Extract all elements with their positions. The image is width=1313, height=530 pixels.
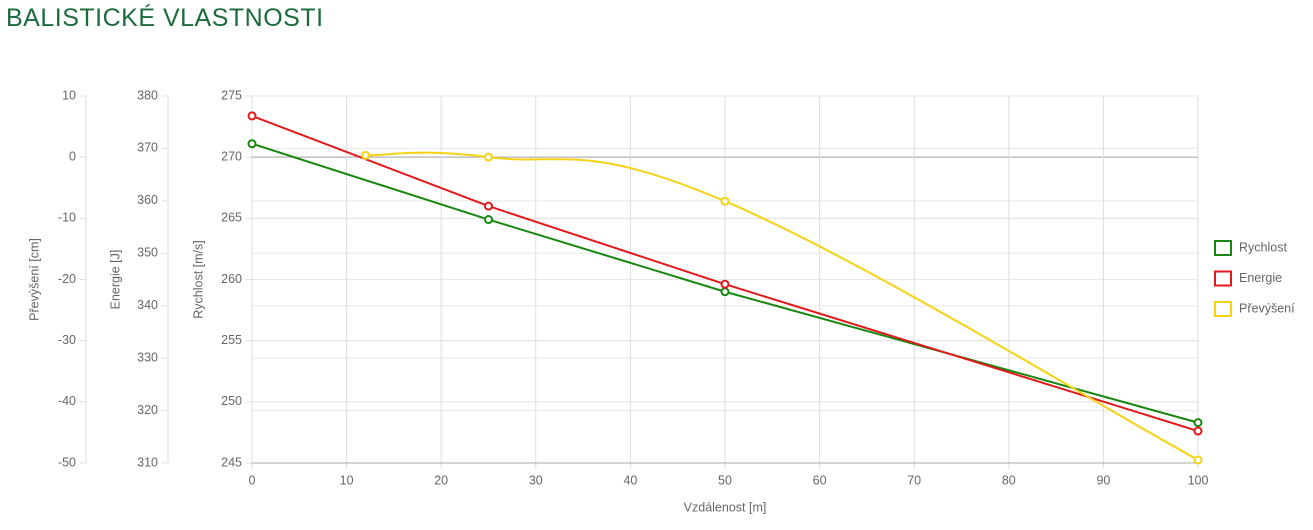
y-tick-label: 250	[221, 394, 242, 408]
x-tick-label: 10	[340, 473, 354, 487]
y-tick-label: 245	[221, 455, 242, 469]
data-point	[484, 152, 493, 162]
x-tick-label: 50	[718, 473, 732, 487]
series-line	[251, 114, 1199, 432]
y-tick-label: 360	[137, 193, 158, 207]
x-tick-label: 70	[907, 473, 921, 487]
legend-swatch	[1214, 301, 1232, 317]
data-point	[1193, 455, 1203, 465]
data-point	[1193, 418, 1203, 428]
data-point	[247, 139, 257, 149]
y-tick-label: 265	[221, 211, 242, 225]
y-tick-label: 10	[62, 88, 76, 102]
data-point	[484, 201, 493, 211]
legend-label: Převýšení	[1239, 301, 1295, 315]
data-point	[247, 111, 257, 121]
x-tick-label: 0	[249, 473, 256, 487]
series-line	[365, 151, 1199, 461]
y-tick-label: -30	[58, 333, 76, 347]
data-point	[720, 287, 730, 297]
data-point	[484, 215, 493, 225]
x-tick-label: 100	[1188, 473, 1209, 487]
y-tick-label: 330	[137, 350, 158, 364]
y-tick-label: -50	[58, 455, 76, 469]
x-tick-label: 60	[813, 473, 827, 487]
y-tick-label: 275	[221, 88, 242, 102]
y-tick-label: 0	[69, 149, 76, 163]
data-point	[720, 279, 730, 289]
y-axis-title: Rychlost [m/s]	[191, 240, 205, 319]
x-tick-label: 30	[529, 473, 543, 487]
data-point	[1193, 426, 1203, 436]
y-tick-label: 270	[221, 149, 242, 163]
x-tick-label: 80	[1002, 473, 1016, 487]
legend-swatch	[1214, 270, 1232, 287]
x-tick-label: 20	[434, 473, 448, 487]
page-title: BALISTICKÉ VLASTNOSTI	[6, 4, 324, 32]
y-axis-title: Převýšení [cm]	[27, 238, 41, 321]
data-point	[720, 196, 730, 206]
legend-label: Energie	[1239, 271, 1282, 285]
x-tick-label: 90	[1096, 473, 1110, 487]
y-tick-label: 380	[137, 88, 158, 102]
y-tick-label: 255	[221, 333, 242, 347]
y-tick-label: 320	[137, 403, 158, 417]
x-tick-label: 40	[623, 473, 637, 487]
legend-label: Rychlost	[1239, 240, 1287, 254]
legend-swatch	[1214, 240, 1232, 256]
y-axis-title: Energie [J]	[108, 250, 122, 310]
y-tick-label: -20	[58, 272, 76, 286]
y-tick-label: -10	[58, 211, 76, 225]
y-tick-label: 310	[137, 455, 158, 469]
y-tick-label: 350	[137, 246, 158, 260]
y-tick-label: 340	[137, 298, 158, 312]
y-tick-label: -40	[58, 394, 76, 408]
x-axis-title: Vzdálenost [m]	[684, 500, 767, 514]
y-tick-label: 260	[221, 272, 242, 286]
data-point	[361, 150, 371, 160]
y-tick-label: 370	[137, 141, 158, 155]
